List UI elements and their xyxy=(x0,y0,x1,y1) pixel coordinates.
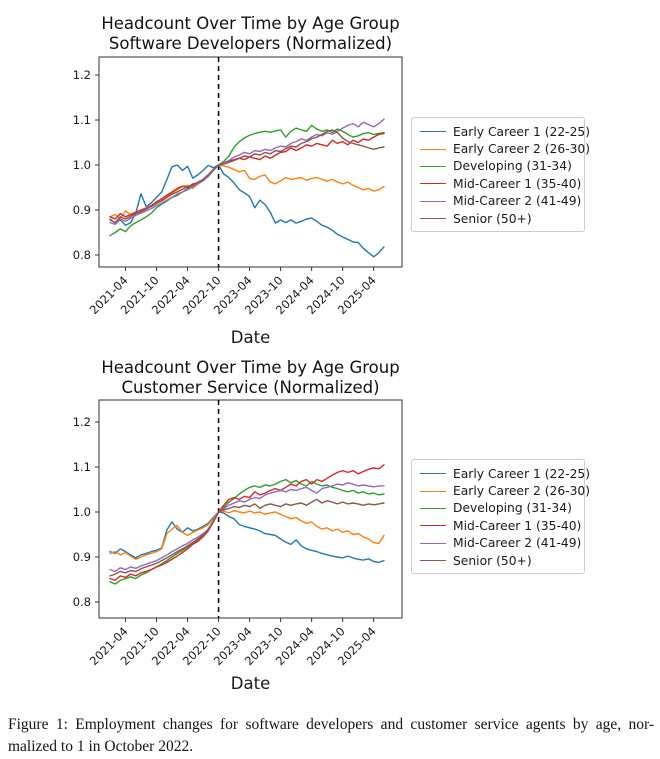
series-line-early-career-1-22-25 xyxy=(109,164,385,258)
series-line-mid-career-1-35-40 xyxy=(109,464,385,582)
y-tick-label: 1.1 xyxy=(73,460,91,474)
bottom-chart-title-line1: Headcount Over Time by Age Group xyxy=(101,358,400,377)
series-line-early-career-2-26-30 xyxy=(109,164,385,220)
legend-line-swatch xyxy=(420,148,446,150)
legend-item-mid-career-1-35-40: Mid-Career 1 (35-40) xyxy=(420,175,581,192)
legend-line-swatch xyxy=(420,525,446,527)
y-tick-label: 0.9 xyxy=(73,550,91,564)
plot-frame xyxy=(98,399,403,619)
legend-item-senior-50: Senior (50+) xyxy=(420,552,576,569)
legend-line-swatch xyxy=(420,560,446,562)
series-line-mid-career-2-41-49 xyxy=(109,118,385,226)
legend-label: Mid-Career 2 (41-49) xyxy=(453,194,582,209)
legend-label: Senior (50+) xyxy=(453,553,532,568)
y-tick-label: 1.2 xyxy=(73,415,91,429)
legend-line-swatch xyxy=(420,131,446,133)
legend-label: Early Career 2 (26-30) xyxy=(453,484,591,499)
caption-line1: Figure 1: Employment changes for softwar… xyxy=(8,716,654,733)
legend-item-mid-career-1-35-40: Mid-Career 1 (35-40) xyxy=(420,517,581,534)
y-tick-label: 1.0 xyxy=(73,505,91,519)
series-line-senior-50 xyxy=(109,129,385,224)
x-axis-title: Date xyxy=(231,674,270,693)
legend-label: Senior (50+) xyxy=(453,211,532,226)
y-tick-label: 1.1 xyxy=(73,113,91,127)
series-line-early-career-1-22-25 xyxy=(109,511,385,564)
legend-item-mid-career-2-41-49: Mid-Career 2 (41-49) xyxy=(420,193,581,210)
legend-label: Early Career 1 (22-25) xyxy=(453,124,591,139)
legend-item-early-career-2-26-30: Early Career 2 (26-30) xyxy=(420,482,590,499)
y-tick-label: 1.2 xyxy=(73,68,91,82)
top-chart-title-line2: Software Developers (Normalized) xyxy=(108,34,393,53)
series-line-mid-career-1-35-40 xyxy=(109,132,385,220)
legend-item-early-career-2-26-30: Early Career 2 (26-30) xyxy=(420,140,590,157)
series-line-senior-50 xyxy=(109,498,385,577)
legend-line-swatch xyxy=(420,507,446,509)
legend-line-swatch xyxy=(420,218,446,220)
charts-canvas: 0.80.91.01.11.22021-042021-102022-042022… xyxy=(73,56,403,693)
y-tick-label: 1.0 xyxy=(73,158,91,172)
series-line-early-career-2-26-30 xyxy=(109,510,385,560)
legend-item-early-career-1-22-25: Early Career 1 (22-25) xyxy=(420,123,590,140)
bottom-chart-legend: Early Career 1 (22-25) Early Career 2 (26… xyxy=(411,459,590,575)
legend-label: Early Career 1 (22-25) xyxy=(453,466,591,481)
bottom-chart-title-line2: Customer Service (Normalized) xyxy=(121,378,380,397)
legend-line-swatch xyxy=(420,183,446,185)
bottom-chart-title: Headcount Over Time by Age Group Custome… xyxy=(99,358,402,398)
legend-label: Mid-Career 1 (35-40) xyxy=(453,176,582,191)
plot-frame xyxy=(98,56,403,268)
legend-line-swatch xyxy=(420,200,446,202)
series-line-mid-career-2-41-49 xyxy=(109,482,385,573)
series-line-developing-31-34 xyxy=(109,124,385,237)
y-tick-label: 0.8 xyxy=(73,595,91,609)
legend-item-early-career-1-22-25: Early Career 1 (22-25) xyxy=(420,465,590,482)
legend-item-developing-31-34: Developing (31-34) xyxy=(420,500,576,517)
legend-label: Mid-Career 1 (35-40) xyxy=(453,518,582,533)
top-chart-title-line1: Headcount Over Time by Age Group xyxy=(101,14,400,33)
legend-label: Developing (31-34) xyxy=(453,501,572,516)
customer-service-chart: 0.80.91.01.11.22021-042021-102022-042022… xyxy=(73,399,403,693)
legend-line-swatch xyxy=(420,542,446,544)
figure-caption: Figure 1: Employment changes for softwar… xyxy=(8,714,654,758)
x-axis-title: Date xyxy=(231,328,270,347)
legend-line-swatch xyxy=(420,165,446,167)
legend-item-senior-50: Senior (50+) xyxy=(420,210,576,227)
legend-label: Early Career 2 (26-30) xyxy=(453,142,591,157)
legend-line-swatch xyxy=(420,490,446,492)
top-chart-title: Headcount Over Time by Age Group Softwar… xyxy=(99,14,402,54)
legend-line-swatch xyxy=(420,473,446,475)
top-chart-legend: Early Career 1 (22-25) Early Career 2 (26… xyxy=(411,117,590,233)
legend-label: Mid-Career 2 (41-49) xyxy=(453,536,582,551)
legend-item-mid-career-2-41-49: Mid-Career 2 (41-49) xyxy=(420,535,581,552)
y-tick-label: 0.9 xyxy=(73,203,91,217)
caption-line2: malized to 1 in October 2022. xyxy=(8,738,194,755)
legend-item-developing-31-34: Developing (31-34) xyxy=(420,158,576,175)
y-tick-label: 0.8 xyxy=(73,248,91,262)
legend-label: Developing (31-34) xyxy=(453,159,572,174)
software-developers-chart: 0.80.91.01.11.22021-042021-102022-042022… xyxy=(73,56,403,347)
